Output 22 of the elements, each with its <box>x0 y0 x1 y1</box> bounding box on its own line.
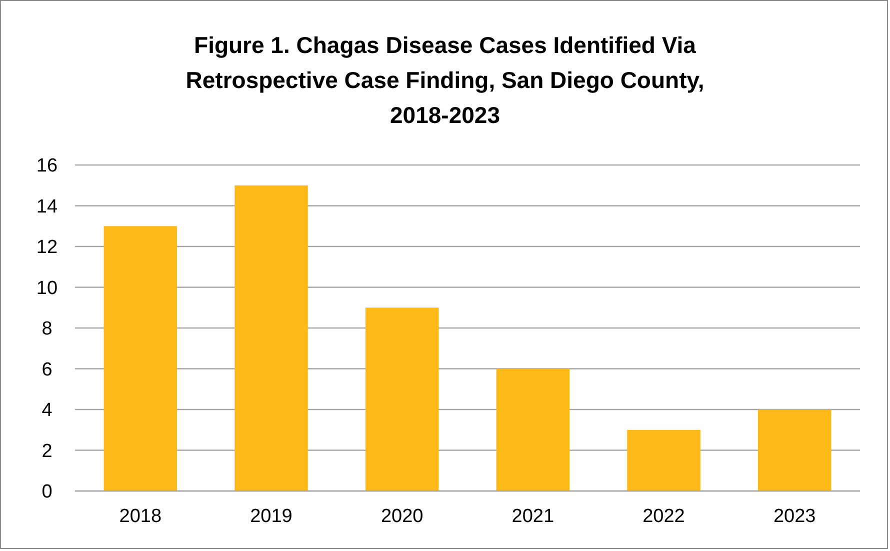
x-tick-label: 2020 <box>380 506 424 527</box>
y-tick-label: 16 <box>36 156 58 177</box>
bar <box>104 226 178 491</box>
chart-title: Figure 1. Chagas Disease Cases Identified Via Retrospective Case Finding, San Diego County, 2018-2023 <box>186 32 704 128</box>
y-tick-label: 6 <box>42 359 52 380</box>
y-tick-label: 14 <box>36 196 58 218</box>
y-tick-label: 12 <box>36 237 58 258</box>
bar <box>627 430 700 491</box>
y-tick-label: 0 <box>42 482 52 503</box>
y-tick-label: 4 <box>42 400 53 422</box>
y-tick-label: 8 <box>42 318 52 340</box>
bar <box>496 368 570 491</box>
bar <box>365 308 439 491</box>
y-tick-label: 2 <box>42 440 52 462</box>
x-tick-label: 2019 <box>250 506 292 527</box>
x-tick-label: 2021 <box>512 506 554 527</box>
bar <box>758 410 832 491</box>
y-tick-label: 10 <box>36 278 58 299</box>
x-tick-label: 2023 <box>773 506 816 527</box>
bar <box>234 185 308 491</box>
x-tick-label: 2018 <box>119 506 162 527</box>
x-tick-label: 2022 <box>642 506 685 527</box>
